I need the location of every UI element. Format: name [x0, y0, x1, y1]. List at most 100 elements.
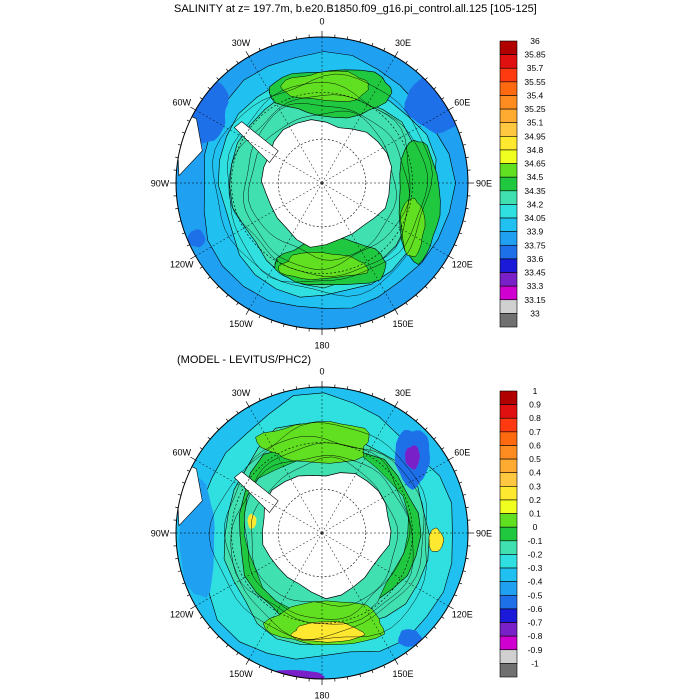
- colorbar-label: 0.7: [529, 427, 541, 437]
- colorbar-label: 0.2: [529, 495, 541, 505]
- colorbar-swatch: [499, 567, 518, 582]
- colorbar-label: 0: [533, 522, 538, 532]
- colorbar-swatch: [499, 499, 518, 514]
- colorbar-swatch: [499, 635, 518, 651]
- colorbar-label: -1: [531, 658, 539, 668]
- colorbar-label: 0.8: [529, 413, 541, 423]
- colorbar-swatch: [499, 390, 518, 405]
- lon-label: 120E: [452, 610, 473, 620]
- colorbar-label: 0.6: [529, 440, 541, 450]
- colorbar-label: -0.1: [528, 536, 543, 546]
- colorbar-swatch: [499, 445, 518, 460]
- colorbar-label: 35.85: [524, 50, 546, 60]
- colorbar-swatch: [499, 513, 518, 528]
- colorbar-swatch: [499, 472, 518, 487]
- colorbar-label: -0.7: [528, 618, 543, 628]
- lon-label: 150W: [229, 319, 253, 329]
- lon-label: 90E: [476, 179, 492, 189]
- colorbar-label: 0.9: [529, 400, 541, 410]
- colorbar-swatch: [499, 54, 518, 69]
- colorbar-swatch: [499, 554, 518, 569]
- colorbar-swatch: [499, 526, 518, 542]
- lon-label: 180: [314, 341, 329, 351]
- colorbar-label: 36: [530, 36, 540, 46]
- lon-label: 30W: [232, 38, 251, 48]
- colorbar-swatch: [499, 81, 518, 96]
- lon-label: 120W: [170, 260, 194, 270]
- colorbar-label: 0.4: [529, 468, 541, 478]
- colorbar-label: -0.3: [528, 563, 543, 573]
- colorbar-swatch: [499, 108, 518, 124]
- colorbar-swatch: [499, 594, 518, 610]
- lon-label: 150E: [392, 669, 413, 679]
- panel-2-title: (MODEL - LEVITUS/PHC2): [177, 354, 312, 366]
- colorbar-swatch: [499, 540, 518, 555]
- colorbar-label: -0.8: [528, 631, 543, 641]
- lon-label: 0: [319, 367, 324, 377]
- lon-label: 60W: [172, 448, 191, 458]
- polar-map-1: 0 30E 60E 90E 120E 150E 180 150W 120W 90W 60W 30W: [151, 17, 492, 351]
- colorbar-swatch: [499, 622, 518, 637]
- colorbar-label: 35.1: [527, 118, 544, 128]
- colorbar-label: -0.6: [528, 604, 543, 614]
- colorbar-label: -0.2: [528, 549, 543, 559]
- lon-label: 60W: [172, 98, 191, 108]
- lon-label: 0: [319, 17, 324, 27]
- colorbar-2: 1 0.9 0.8 0.7 0.6 0.5 0.4 0.3 0.2 0.1 0 -0.1 -0.2 -0.…: [499, 386, 543, 678]
- colorbar-swatch: [499, 40, 518, 55]
- colorbar-label: 34.95: [524, 131, 546, 141]
- colorbar-label: 33.75: [524, 240, 546, 250]
- colorbar-label: 33.9: [527, 227, 544, 237]
- colorbar-swatch: [499, 231, 518, 246]
- colorbar-swatch: [499, 204, 518, 219]
- lon-label: 150W: [229, 669, 253, 679]
- colorbar-swatch: [499, 122, 518, 137]
- colorbar-swatch: [499, 608, 518, 623]
- colorbar-label: 34.2: [527, 199, 544, 209]
- colorbar-label: 34.8: [527, 145, 544, 155]
- colorbar-swatch: [499, 258, 518, 273]
- lon-label: 60E: [454, 98, 470, 108]
- colorbar-label: 33: [530, 308, 540, 318]
- colorbar-label: 35.4: [527, 90, 544, 100]
- colorbar-swatch: [499, 190, 518, 205]
- colorbar-label: 34.35: [524, 186, 546, 196]
- lon-label: 30E: [395, 388, 411, 398]
- lon-label: 90E: [476, 529, 492, 539]
- lon-label: 150E: [392, 319, 413, 329]
- colorbar-swatch: [499, 417, 518, 433]
- lon-label: 60E: [454, 448, 470, 458]
- colorbar-label: 33.6: [527, 254, 544, 264]
- colorbar-swatch: [499, 217, 518, 232]
- lon-label: 180: [314, 691, 329, 700]
- colorbar-label: 33.45: [524, 268, 546, 278]
- colorbar-swatch: [499, 299, 518, 314]
- colorbar-swatch: [499, 486, 518, 501]
- colorbar-swatch: [499, 95, 518, 110]
- colorbar-swatch: [499, 136, 518, 151]
- lon-label: 30E: [395, 38, 411, 48]
- colorbar-label: 34.65: [524, 159, 546, 169]
- colorbar-label: 0.5: [529, 454, 541, 464]
- lon-label: 90W: [151, 529, 170, 539]
- lon-label: 90W: [151, 179, 170, 189]
- colorbar-label: 33.15: [524, 295, 546, 305]
- colorbar-swatch: [499, 244, 518, 260]
- colorbar-label: 33.3: [527, 281, 544, 291]
- lon-label: 30W: [232, 388, 251, 398]
- colorbar-label: -0.9: [528, 645, 543, 655]
- colorbar-swatch: [499, 176, 518, 192]
- colorbar-swatch: [499, 272, 518, 287]
- colorbar-swatch: [499, 458, 518, 474]
- colorbar-swatch: [499, 285, 518, 301]
- colorbar-swatch: [499, 67, 518, 83]
- colorbar-1: 36 35.85 35.7 35.55 35.4 35.25 35.1 34.95 34.8 34…: [499, 36, 546, 328]
- colorbar-swatch: [499, 581, 518, 596]
- colorbar-label: 1: [533, 386, 538, 396]
- colorbar-label: 34.5: [527, 172, 544, 182]
- colorbar-label: 0.1: [529, 509, 541, 519]
- colorbar-label: 34.05: [524, 213, 546, 223]
- colorbar-swatch: [499, 313, 518, 328]
- colorbar-swatch: [499, 663, 518, 678]
